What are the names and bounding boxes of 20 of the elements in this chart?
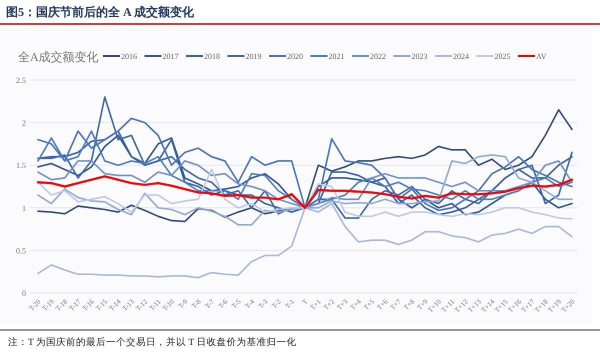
legend-label: 2020 xyxy=(287,52,303,61)
y-tick-label: 2 xyxy=(22,118,26,128)
y-tick-label: 0 xyxy=(22,289,26,298)
y-tick-label: 1.5 xyxy=(16,161,26,170)
legend-label: 2017 xyxy=(162,52,178,61)
chart-subtitle: 全A成交额变化 xyxy=(18,50,99,64)
legend-label: 2022 xyxy=(370,52,386,61)
y-tick-label: 0.5 xyxy=(16,246,26,256)
legend-label: 2025 xyxy=(494,52,510,61)
chart-title: 图5：国庆节前后的全 A 成交额变化 xyxy=(6,5,196,19)
legend-label: 2024 xyxy=(453,52,469,61)
legend-label: 2021 xyxy=(328,52,344,61)
legend-label: 2023 xyxy=(412,52,428,61)
legend-label: 2018 xyxy=(204,52,220,61)
y-tick-label: 1 xyxy=(22,204,26,213)
y-tick-label: 2.5 xyxy=(16,76,26,85)
legend-label: AV xyxy=(536,52,547,61)
text: 注：T 为国庆前的最后一个交易日，并以 T 日收盘价为基准归一化 xyxy=(8,336,296,348)
legend-label: 2019 xyxy=(246,52,262,61)
legend-label: 2016 xyxy=(121,52,137,61)
